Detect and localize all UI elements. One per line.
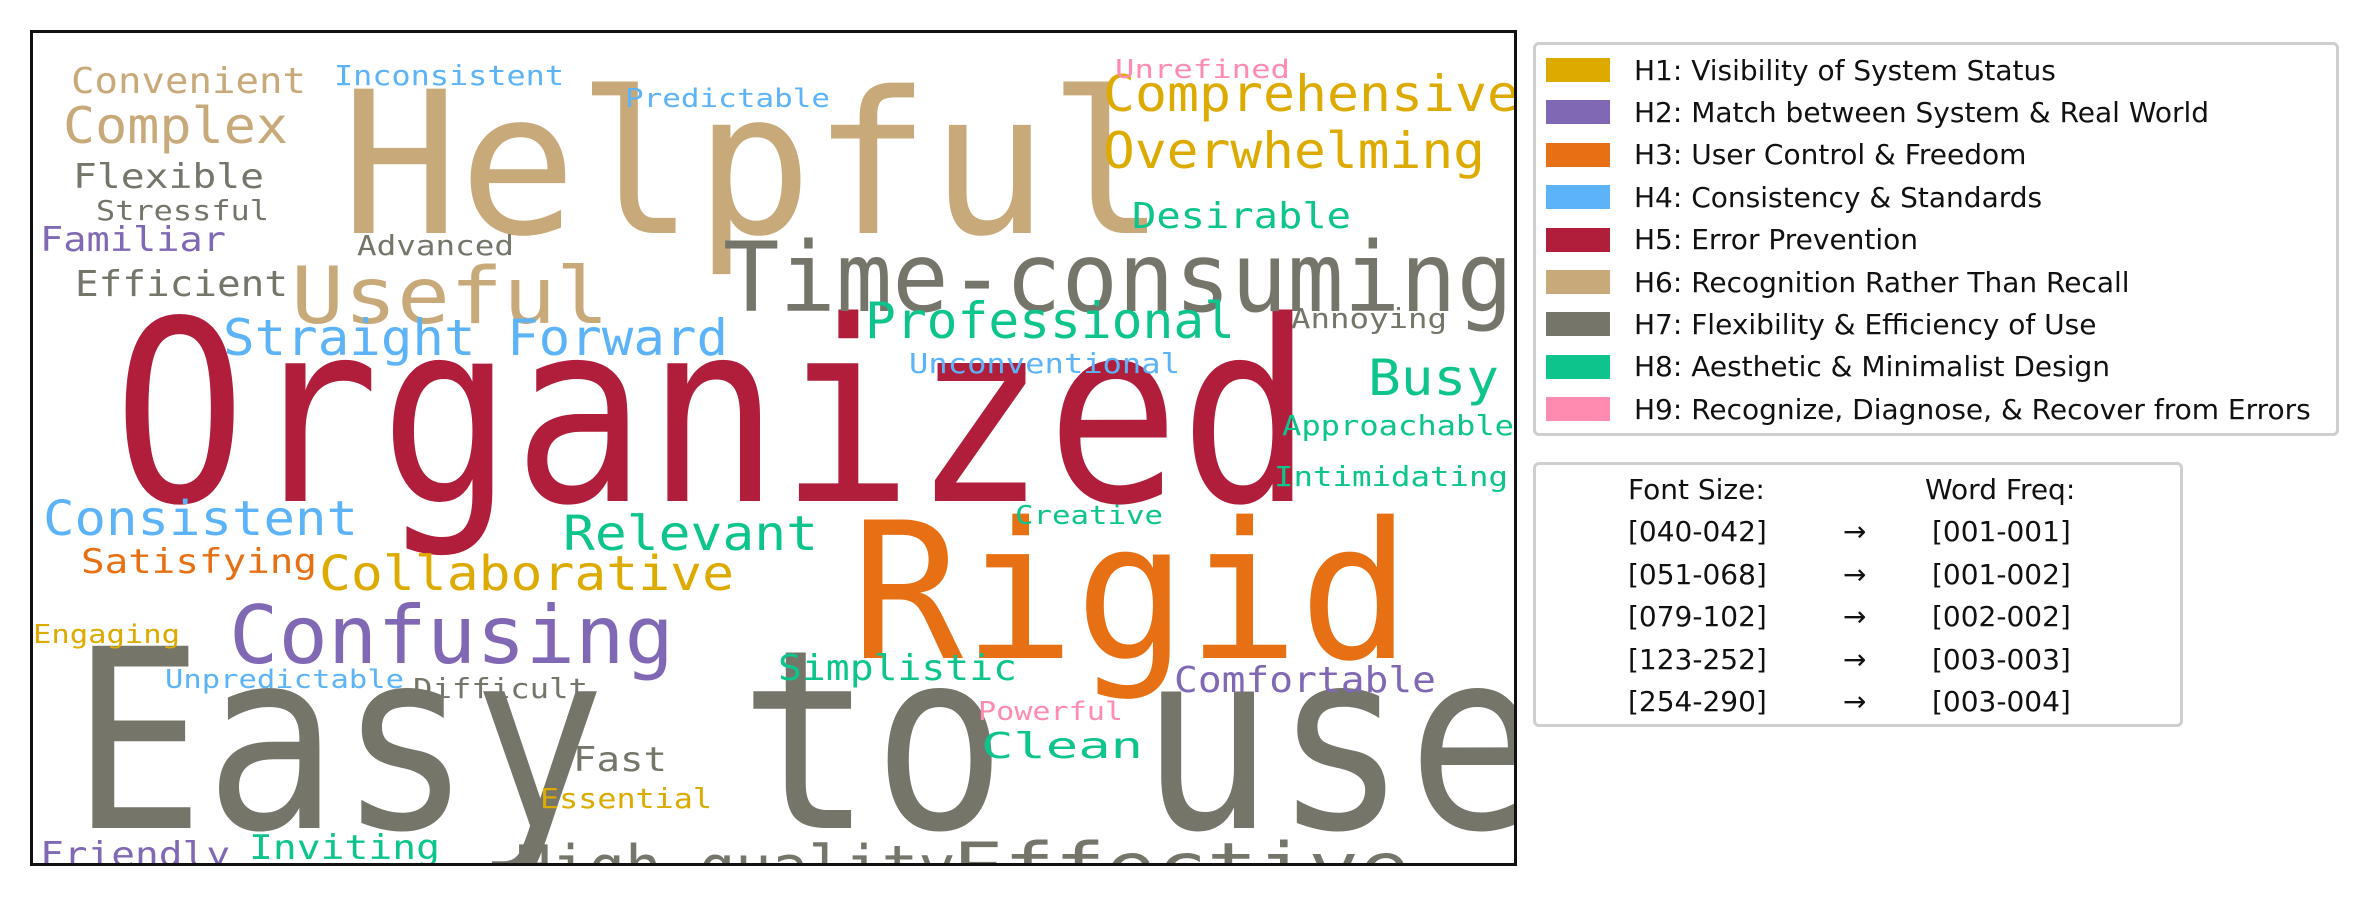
word-effective: Effective	[953, 829, 1410, 863]
size-legend-freq-range: [003-004]	[1932, 685, 2071, 718]
word-friendly: Friendly	[40, 835, 230, 863]
word-intimidating: Intimidating	[1274, 460, 1508, 493]
word-desirable: Desirable	[1132, 196, 1351, 237]
legend-label: H8: Aesthetic & Minimalist Design	[1634, 350, 2111, 384]
word-comprehensive: Comprehensive	[1103, 65, 1514, 123]
legend-item-h1: H1: Visibility of System Status	[1546, 53, 2056, 87]
word-consistent: Consistent	[43, 491, 358, 547]
word-inviting: Inviting	[249, 828, 440, 863]
legend-swatch	[1546, 270, 1610, 294]
word-familiar: Familiar	[40, 220, 226, 260]
legend-item-h7: H7: Flexibility & Efficiency of Use	[1546, 307, 2097, 341]
size-legend-font-range: [040-042]	[1628, 515, 1767, 548]
word-cloud-panel: Easy to use Organized Helpful Rigid Time-con…	[30, 30, 1517, 866]
size-legend-freq-range: [003-003]	[1932, 642, 2071, 676]
size-legend-header-font: Font Size:	[1628, 473, 1765, 506]
legend-swatch	[1546, 185, 1610, 210]
word-flexible: Flexible	[73, 157, 264, 197]
word-creative: Creative	[1015, 501, 1163, 531]
legend-label: H9: Recognize, Diagnose, & Recover from …	[1634, 392, 2311, 426]
size-legend-arrow: →	[1843, 600, 1867, 633]
legend-swatch	[1546, 142, 1610, 167]
legend-swatch	[1546, 100, 1610, 125]
word-efficient: Efficient	[75, 264, 288, 305]
legend-item-h5: H5: Error Prevention	[1546, 223, 1919, 257]
legend-swatch	[1546, 227, 1610, 252]
word-predictable: Predictable	[625, 84, 830, 114]
word-inconsistent: Inconsistent	[334, 59, 564, 92]
word-organized: Organized	[113, 268, 1313, 561]
size-legend-arrow: →	[1843, 685, 1867, 718]
word-convenient: Convenient	[71, 61, 306, 102]
legend-label: H6: Recognition Rather Than Recall	[1634, 265, 2130, 299]
word-engaging: Engaging	[33, 620, 180, 650]
word-unrefined: Unrefined	[1115, 55, 1290, 85]
word-satisfying: Satisfying	[81, 542, 317, 582]
legend-swatch	[1546, 312, 1610, 337]
legend-item-h8: H8: Aesthetic & Minimalist Design	[1546, 350, 2111, 384]
size-legend-freq-range: [002-002]	[1932, 600, 2071, 633]
word-approachable: Approachable	[1282, 409, 1514, 442]
word-useful: Useful	[291, 252, 609, 342]
size-frequency-legend: Font Size: Word Freq: [040-042] → [001-001] […	[1533, 462, 2183, 727]
word-difficult: Difficult	[413, 672, 588, 705]
word-complex: Complex	[63, 97, 288, 155]
word-time-consuming: Time-consuming	[723, 222, 1513, 334]
legend-label: H4: Consistency & Standards	[1634, 180, 2043, 214]
legend-item-h4: H4: Consistency & Standards	[1546, 180, 2043, 214]
word-easy-to-use: Easy to use	[71, 596, 1514, 863]
size-legend-freq-range: [001-002]	[1932, 557, 2071, 591]
legend-item-h6: H6: Recognition Rather Than Recall	[1546, 265, 2130, 299]
size-legend-font-range: [079-102]	[1628, 600, 1767, 633]
legend-label: H3: User Control & Freedom	[1634, 138, 2027, 172]
word-helpful: Helpful	[341, 49, 1166, 280]
word-fast: Fast	[573, 740, 667, 780]
size-legend-font-range: [254-290]	[1628, 685, 1767, 718]
word-essential: Essential	[540, 782, 712, 815]
word-simplistic: Simplistic	[778, 648, 1017, 689]
word-rigid: Rigid	[851, 482, 1411, 703]
word-advanced: Advanced	[357, 229, 514, 262]
size-legend-font-range: [051-068]	[1628, 557, 1767, 591]
legend-label: H2: Match between System & Real World	[1634, 95, 2210, 129]
word-clean: Clean	[981, 726, 1143, 767]
size-legend-freq-range: [001-001]	[1932, 515, 2071, 548]
word-overwhelming: Overwhelming	[1103, 122, 1485, 180]
word-stressful: Stressful	[96, 194, 269, 227]
word-powerful: Powerful	[978, 697, 1123, 727]
heuristic-legend: H1: Visibility of System Status H2: Match…	[1533, 42, 2339, 436]
legend-swatch	[1546, 397, 1610, 422]
legend-item-h2: H2: Match between System & Real World	[1546, 95, 2210, 129]
legend-label: H7: Flexibility & Efficiency of Use	[1634, 307, 2097, 341]
size-legend-arrow: →	[1843, 642, 1867, 676]
word-high-quality: High quality	[515, 833, 955, 863]
word-relevant: Relevant	[563, 506, 818, 562]
word-collaborative: Collaborative	[319, 546, 734, 602]
word-unpredictable: Unpredictable	[165, 665, 404, 695]
legend-swatch	[1546, 354, 1610, 379]
word-annoying: Annoying	[1291, 302, 1447, 335]
word-confusing: Confusing	[229, 589, 674, 682]
size-legend-arrow: →	[1843, 515, 1867, 548]
size-legend-arrow: →	[1843, 557, 1867, 591]
size-legend-header-freq: Word Freq:	[1925, 473, 2076, 506]
word-unconventional: Unconventional	[909, 347, 1180, 380]
word-professional: Professional	[865, 292, 1235, 350]
legend-label: H1: Visibility of System Status	[1634, 53, 2056, 87]
legend-item-h9: H9: Recognize, Diagnose, & Recover from …	[1546, 392, 2311, 426]
word-busy: Busy	[1368, 349, 1499, 407]
legend-item-h3: H3: User Control & Freedom	[1546, 138, 2027, 172]
legend-label: H5: Error Prevention	[1634, 223, 1919, 257]
word-straight-forward: Straight Forward	[223, 309, 728, 367]
legend-swatch	[1546, 58, 1610, 82]
word-comfortable: Comfortable	[1174, 660, 1436, 701]
size-legend-font-range: [123-252]	[1628, 642, 1767, 676]
